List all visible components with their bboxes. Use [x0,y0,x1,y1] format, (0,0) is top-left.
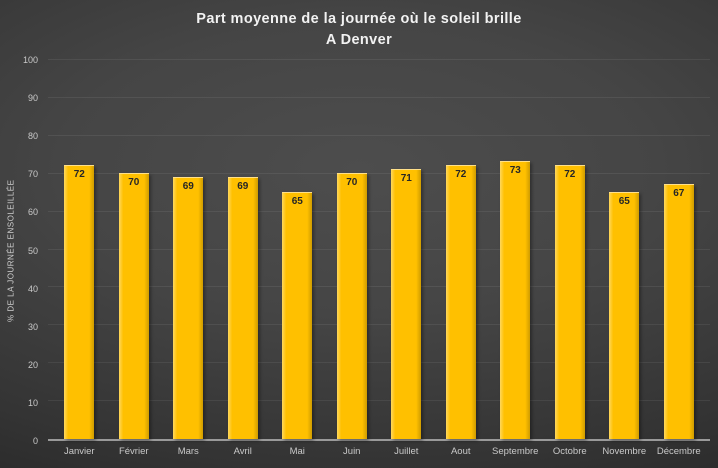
bar-février: 70 [118,172,149,439]
gridlines [48,59,710,439]
bar-value-label: 69 [182,180,194,192]
x-axis-label-aout: Aout [450,446,471,457]
bar-slot: 73 [488,60,543,439]
bar-value-label: 70 [346,176,358,188]
bar-décembre: 67 [663,184,694,439]
bar-value-label: 72 [73,169,85,181]
y-tick-label-10: 10 [27,397,38,408]
x-axis-label-juillet: Juillet [394,446,419,457]
bar-slot: 65 [597,60,652,439]
y-tick-label-60: 60 [27,207,38,218]
x-axis-label-février: Février [118,446,149,457]
bar-mars: 69 [173,176,204,439]
bar-janvier: 72 [64,165,95,439]
chart-title-line2: A Denver [325,32,393,48]
x-axis-label-janvier: Janvier [63,446,95,457]
bar-value-label: 72 [564,169,576,181]
bar-value-label: 71 [400,172,412,184]
x-axis-label-mai: Mai [289,446,305,457]
bar-avril: 69 [227,176,258,439]
bar-value-label: 65 [291,195,303,207]
bar-slot: 70 [325,60,380,439]
y-tick-label-50: 50 [27,245,38,256]
y-tick-label-30: 30 [27,321,38,332]
x-axis-label-décembre: Décembre [656,446,701,457]
bar-slot: 69 [161,60,216,439]
bar-slot: 67 [652,60,707,439]
bars-row: 72 70 69 69 65 70 71 72 73 72 65 67 [48,60,710,439]
x-axis-label-juin: Juin [343,446,361,457]
gridline-10 [48,400,710,402]
chart-title-line1: Part moyenne de la journée où le soleil … [196,11,522,27]
y-axis-ticks: 0 10 20 30 40 50 60 70 80 90 100 [0,55,44,446]
bar-septembre: 73 [500,161,531,439]
bar-value-label: 69 [237,180,249,192]
x-axis-label-mars: Mars [177,446,199,457]
x-axis-label-septembre: Septembre [492,446,539,457]
bar-value-label: 67 [673,188,685,200]
x-axis-label-octobre: Octobre [552,446,587,457]
bar-slot: 72 [52,60,107,439]
gridline-90 [48,96,710,98]
gridline-80 [48,134,710,136]
y-tick-label-0: 0 [32,436,38,446]
gridline-40 [48,286,710,288]
gridline-70 [48,172,710,174]
gridline-60 [48,210,710,212]
bar-value-label: 70 [128,176,140,188]
x-axis-label-novembre: Novembre [602,446,647,457]
bar-octobre: 72 [554,165,585,439]
bar-juillet: 71 [391,168,422,439]
y-tick-label-90: 90 [27,93,38,104]
y-tick-label-40: 40 [27,283,38,294]
x-axis-labels: Janvier Février Mars Avril Mai Juin Juillet Aou… [48,446,710,457]
y-tick-label-80: 80 [27,131,38,142]
bar-slot: 71 [379,60,434,439]
gridline-50 [48,248,710,250]
bar-slot: 70 [107,60,162,439]
bar-value-label: 72 [455,169,467,181]
y-tick-label-70: 70 [27,169,38,180]
plot-area: 72 70 69 69 65 70 71 72 73 72 65 67 [48,59,710,441]
bar-slot: 65 [270,60,325,439]
bar-value-label: 65 [618,195,630,207]
gridline-100 [48,59,710,60]
bar-slot: 72 [434,60,489,439]
y-tick-label-100: 100 [22,55,38,65]
x-axis-label-avril: Avril [233,446,252,457]
gridline-20 [48,362,710,364]
bar-slot: 69 [216,60,271,439]
bar-novembre: 65 [609,191,640,439]
bar-value-label: 73 [509,165,521,177]
bar-mai: 65 [282,191,313,439]
y-tick-label-20: 20 [27,359,38,370]
gridline-30 [48,324,710,326]
bar-slot: 72 [543,60,598,439]
chart-title: Part moyenne de la journée où le soleil … [0,9,718,51]
bar-aout: 72 [445,165,476,439]
bar-juin: 70 [336,172,367,439]
